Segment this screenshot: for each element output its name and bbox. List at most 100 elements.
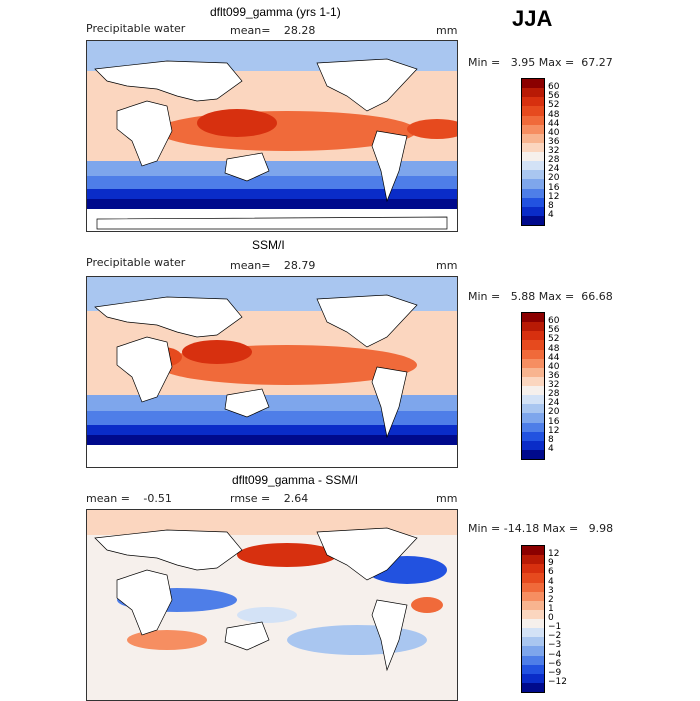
colorbar-tick-label: 12 (548, 549, 560, 560)
panel-1-min-value: 3.95 (510, 56, 536, 69)
colorbar-swatch (522, 376, 544, 386)
colorbar-swatch (522, 115, 544, 125)
colorbar-tick-label: 8 (548, 434, 554, 445)
panel-1-max-label: Max = (538, 56, 575, 69)
colorbar-tick-label: 24 (548, 398, 560, 409)
colorbar-tick-label: 12 (548, 191, 560, 202)
colorbar-tick-label: 24 (548, 164, 560, 175)
panel-1-max-value: 67.27 (581, 56, 613, 69)
colorbar-swatch (522, 637, 544, 647)
panel-2-min-label: Min = (468, 290, 501, 303)
colorbar-swatch (522, 600, 544, 610)
colorbar-swatch (522, 413, 544, 423)
colorbar-swatch (522, 152, 544, 162)
colorbar-tick-label: 4 (548, 209, 554, 220)
colorbar-swatch (522, 646, 544, 656)
colorbar-swatch (522, 124, 544, 134)
colorbar-swatch (522, 628, 544, 638)
panel-2-title: SSM/I (252, 238, 285, 252)
panel-2-min-value: 5.88 (510, 290, 536, 303)
colorbar-tick-label: −6 (548, 658, 562, 669)
panel-2-units: mm (436, 259, 458, 272)
panel-1-field-label: Precipitable water (86, 22, 186, 35)
colorbar-swatch (522, 142, 544, 152)
colorbar-tick-label: 56 (548, 325, 560, 336)
colorbar-swatch (522, 313, 544, 323)
colorbar-tick-label: 36 (548, 370, 560, 381)
colorbar-swatch (522, 619, 544, 629)
panel-3-max-value: 9.98 (588, 522, 614, 535)
panel-1-mean-label: mean= (230, 24, 271, 37)
colorbar-tick-label: 40 (548, 127, 560, 138)
panel-2-field-label: Precipitable water (86, 256, 186, 269)
colorbar-swatch (522, 573, 544, 583)
colorbar-swatch (522, 97, 544, 107)
panel-1-minmax: Min = 3.95 Max = 67.27 (468, 56, 613, 69)
colorbar-tick-label: 60 (548, 316, 560, 327)
colorbar-swatch (522, 197, 544, 207)
panel-3-mean: mean = -0.51 (86, 492, 172, 505)
panel-2-colorbar (521, 312, 545, 460)
colorbar-swatch (522, 349, 544, 359)
panel-3-mean-label: mean = (86, 492, 130, 505)
panel-2-minmax: Min = 5.88 Max = 66.68 (468, 290, 613, 303)
colorbar-tick-label: 48 (548, 109, 560, 120)
colorbar-swatch (522, 188, 544, 198)
colorbar-tick-label: 28 (548, 389, 560, 400)
colorbar-tick-label: 52 (548, 100, 560, 111)
colorbar-tick-label: 9 (548, 558, 554, 569)
colorbar-tick-label: 32 (548, 146, 560, 156)
colorbar-tick-label: 4 (548, 576, 554, 587)
colorbar-tick-label: −4 (548, 649, 562, 660)
colorbar-tick-label: −1 (548, 622, 562, 633)
panel-1-mean-value: 28.28 (283, 24, 316, 37)
colorbar-tick-label: 56 (548, 91, 560, 102)
panel-3-rmse-value: 2.64 (283, 492, 309, 505)
colorbar-tick-label: 44 (548, 118, 560, 129)
colorbar-tick-label: −9 (548, 667, 562, 678)
colorbar-tick-label: 1 (548, 603, 554, 614)
colorbar-tick-label: −3 (548, 640, 562, 651)
colorbar-swatch (522, 431, 544, 441)
colorbar-tick-label: 20 (548, 173, 560, 184)
colorbar-swatch (522, 582, 544, 592)
colorbar-swatch (522, 133, 544, 143)
panel-3-colorbar (521, 545, 545, 693)
colorbar-swatch (522, 340, 544, 350)
colorbar-swatch (522, 440, 544, 450)
panel-1-mean: mean= 28.28 (230, 24, 315, 37)
colorbar-swatch (522, 395, 544, 405)
panel-3-rmse-label: rmse = (230, 492, 271, 505)
colorbar-swatch (522, 673, 544, 683)
colorbar-tick-label: 6 (548, 567, 554, 578)
colorbar-tick-label: 52 (548, 334, 560, 345)
panel-3-rmse: rmse = 2.64 (230, 492, 308, 505)
panel-1-title: dflt099_gamma (yrs 1-1) (210, 5, 341, 19)
colorbar-swatch (522, 79, 544, 89)
colorbar-swatch (522, 449, 544, 459)
colorbar-tick-label: 0 (548, 613, 554, 623)
panel-3-units: mm (436, 492, 458, 505)
season-label: JJA (512, 6, 553, 31)
colorbar-tick-label: 16 (548, 182, 560, 193)
colorbar-tick-label: 8 (548, 200, 554, 211)
colorbar-swatch (522, 206, 544, 216)
colorbar-swatch (522, 358, 544, 368)
colorbar-tick-label: 36 (548, 136, 560, 147)
colorbar-tick-label: 48 (548, 343, 560, 354)
colorbar-tick-label: 32 (548, 380, 560, 390)
colorbar-swatch (522, 564, 544, 574)
colorbar-swatch (522, 170, 544, 180)
colorbar-tick-label: 40 (548, 361, 560, 372)
panel-2-max-label: Max = (538, 290, 575, 303)
panel-3-minmax: Min = -14.18 Max = 9.98 (468, 522, 613, 535)
colorbar-tick-label: 60 (548, 82, 560, 93)
panel-2-mean-value: 28.79 (283, 259, 316, 272)
panel-1-colorbar (521, 78, 545, 226)
panel-1-map (86, 40, 458, 232)
colorbar-tick-label: 4 (548, 443, 554, 454)
panel-3-title: dflt099_gamma - SSM/I (232, 473, 359, 487)
colorbar-tick-label: 16 (548, 416, 560, 427)
colorbar-swatch (522, 88, 544, 98)
colorbar-tick-label: −2 (548, 631, 562, 642)
